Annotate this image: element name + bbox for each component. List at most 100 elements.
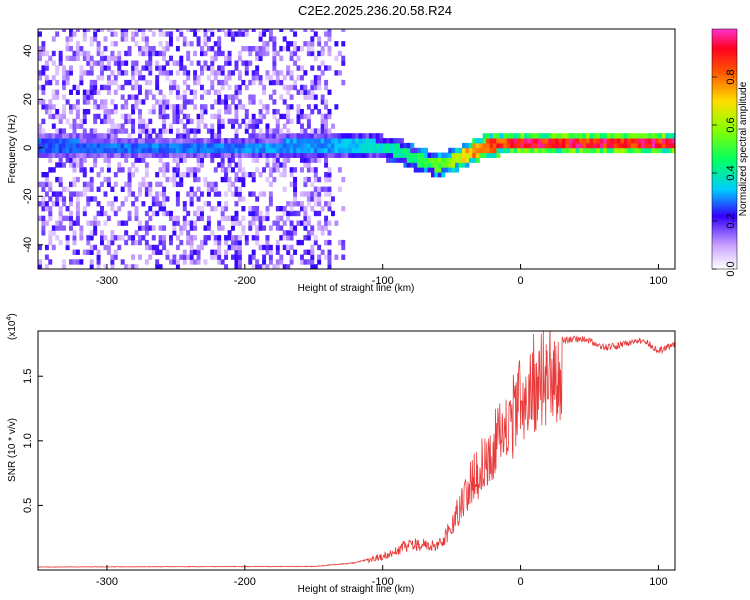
spectrogram-cell [169, 138, 173, 144]
spectrogram-cell [251, 79, 256, 86]
spectrogram-cell [341, 147, 346, 154]
spectrogram-cell [279, 215, 284, 222]
spectrogram-cell [306, 118, 311, 125]
spectrogram-cell [234, 162, 239, 168]
spectrogram-cell [110, 123, 115, 129]
spectrogram-cell [265, 138, 270, 144]
spectrogram-cell [231, 220, 235, 226]
spectrogram-cell [65, 133, 70, 139]
spectrogram-cell [41, 196, 46, 202]
spectrogram-cell [227, 244, 232, 251]
spectrogram-cell [224, 235, 229, 241]
spectrogram-cell [175, 162, 180, 168]
spectrogram-cell [134, 264, 139, 269]
spectrogram-cell [237, 264, 242, 269]
spectrogram-cell [148, 215, 153, 222]
spectrogram-cell [327, 31, 332, 37]
spectrogram-cell [172, 215, 177, 222]
spectrogram-cell [341, 55, 346, 62]
spectrogram-cell [110, 41, 115, 47]
snr-y-multiplier: (x104) [6, 313, 18, 340]
spectrogram-cell [258, 244, 263, 251]
spectrogram-cell [224, 99, 229, 105]
spectrogram-cell [65, 75, 70, 81]
spectrogram-cell [38, 46, 42, 52]
spectrogram-cell [279, 259, 284, 265]
spectrogram-cell [289, 235, 294, 241]
spectrogram-cell [306, 235, 311, 241]
spectrogram-cell [282, 162, 287, 168]
spectrogram-cell [144, 172, 149, 178]
spectrogram-cell [237, 89, 242, 95]
spectrogram-cell [227, 94, 232, 100]
spectrogram-cell [144, 191, 149, 197]
spectrogram-cell [475, 138, 480, 144]
spectrogram-cell [324, 128, 329, 134]
spectrogram-cell [434, 157, 439, 163]
spectrogram-cell [265, 104, 270, 110]
spectrogram-cell [141, 142, 146, 149]
spectrogram-cell [69, 225, 73, 231]
spectrogram-cell [334, 104, 339, 110]
spectrogram-cell [331, 210, 335, 217]
spectrogram-cell [655, 147, 659, 154]
spectrogram-cell [55, 113, 60, 120]
spectrogram-cell [382, 147, 387, 154]
spectrogram-cell [317, 133, 322, 139]
spectrogram-cell [172, 220, 177, 226]
spectrogram-cell [175, 196, 180, 202]
spectrogram-cell [234, 220, 239, 226]
spectrogram-cell [69, 147, 73, 154]
spectrogram-cell [186, 239, 191, 246]
spectrogram-cell [62, 152, 67, 158]
spectrogram-cell [289, 220, 294, 226]
spectrogram-cell [158, 235, 163, 241]
spectrogram-cell [148, 70, 153, 76]
spectrogram-cell [144, 152, 149, 158]
spectrogram-cell [627, 142, 632, 149]
spectrogram-cell [468, 147, 473, 154]
spectrogram-cell [620, 133, 625, 139]
spectrogram-cell [175, 201, 180, 207]
spectrogram-cell [155, 259, 160, 265]
spectrogram-cell [165, 70, 170, 76]
spectrogram-cell [289, 254, 294, 260]
spectrogram-cell [534, 142, 539, 149]
spectrogram-cell [82, 186, 87, 192]
spectrogram-cell [396, 142, 401, 149]
spectrogram-cell [310, 36, 315, 42]
spectrogram-cell [110, 70, 115, 76]
spectrogram-cell [179, 230, 184, 236]
spectrogram-cell [272, 133, 277, 139]
spectrogram-cell [117, 70, 122, 76]
spectrogram-cell [106, 113, 111, 120]
spectrogram-cell [486, 152, 491, 158]
spectrogram-cell [144, 259, 149, 265]
spectrogram-cell [661, 147, 666, 154]
spectrogram-cell [317, 79, 322, 86]
spectrogram-cell [169, 176, 173, 183]
spectrogram-cell [65, 99, 70, 105]
spectrogram-cell [317, 157, 322, 163]
spectrogram-cell [48, 113, 53, 120]
spectrogram-cell [148, 138, 153, 144]
spectrogram-cell [120, 36, 125, 42]
spectrogram-cell [220, 206, 225, 212]
spectrogram-cell [120, 147, 125, 154]
spectrogram-cell [286, 104, 291, 110]
spectrogram-cell [231, 152, 235, 158]
spectrogram-cell [424, 147, 429, 154]
spectrogram-cell [127, 138, 132, 144]
spectrogram-cell [293, 79, 298, 86]
spectrogram-cell [148, 206, 153, 212]
spectrogram-cell [320, 118, 325, 125]
spectrogram-cell [69, 210, 73, 217]
spectrogram-cell [196, 147, 201, 154]
spectrogram-cell [313, 167, 318, 173]
spectrogram-cell [289, 133, 294, 139]
spectrogram-cell [193, 259, 198, 265]
spectrogram-cell [69, 29, 73, 32]
spectrogram-cell [306, 113, 311, 120]
spectrogram-cell [110, 79, 115, 86]
spectrogram-cell [55, 79, 60, 86]
